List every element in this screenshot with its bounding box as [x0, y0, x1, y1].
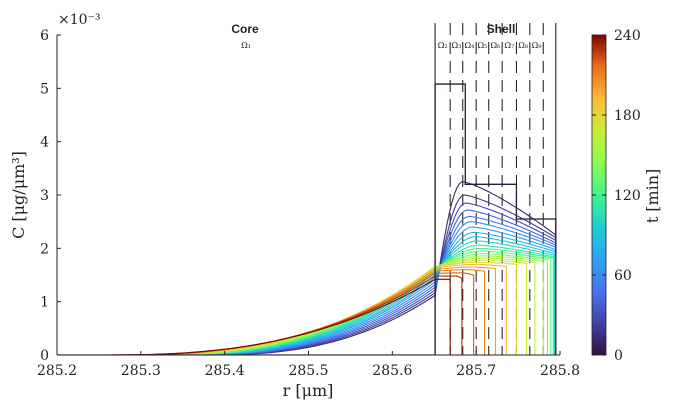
- shell-subdomain-label: Ω₄: [465, 41, 475, 50]
- x-axis-ticks: 285.2 285.3 285.4 285.5 285.6 285.7 285.8: [37, 351, 580, 379]
- concentration-curve: [57, 226, 556, 355]
- concentration-curve: [57, 215, 557, 355]
- initial-profile-curve: [434, 83, 557, 355]
- concentration-curve: [57, 278, 451, 355]
- shell-subdomain-label: Ω₅: [478, 41, 488, 50]
- x-tick-label: 285.4: [205, 363, 245, 379]
- x-tick-label: 285.5: [288, 363, 328, 379]
- concentration-curve: [57, 181, 557, 355]
- x-tick-label: 285.7: [456, 363, 496, 379]
- shell-label: Shell: [487, 22, 516, 36]
- initial-profile-line: [57, 83, 557, 355]
- colorbar-tick-label: 0: [614, 348, 623, 364]
- core-label: Core: [231, 22, 259, 36]
- colorbar: 0 60 120 180 240 t [min]: [591, 28, 662, 364]
- x-tick-label: 285.6: [372, 363, 412, 379]
- colorbar-tick-label: 240: [614, 28, 641, 44]
- concentration-curve: [57, 240, 555, 355]
- concentration-curve: [57, 202, 557, 355]
- concentration-curve: [57, 231, 556, 355]
- shell-subdomain-labels: Ω₂ Ω₃ Ω₄ Ω₅ Ω₆ Ω₇ Ω₈ Ω₉: [438, 41, 543, 50]
- concentration-curves: [57, 181, 557, 355]
- shell-subdomain-label: Ω₈: [518, 41, 528, 50]
- shell-subdomain-label: Ω₉: [532, 41, 543, 50]
- colorbar-tick-label: 180: [614, 108, 641, 124]
- shell-subdomain-label: Ω₃: [452, 41, 462, 50]
- y-axis-label: C [μg/μm³]: [9, 151, 28, 239]
- x-tick-label: 285.2: [37, 363, 77, 379]
- concentration-curve: [57, 236, 556, 355]
- y-tick-label: 5: [40, 81, 49, 97]
- y-tick-label: 1: [40, 295, 49, 311]
- colorbar-tick-label: 60: [614, 268, 632, 284]
- concentration-curve: [57, 209, 557, 355]
- colorbar-label: t [min]: [643, 169, 662, 224]
- y-tick-label: 3: [40, 188, 49, 204]
- concentration-curve: [57, 244, 555, 355]
- colorbar-tick-label: 120: [614, 188, 641, 204]
- x-tick-label: 285.8: [540, 363, 580, 379]
- y-axis-ticks: 0 1 2 3 4 5 6: [40, 28, 61, 364]
- shell-subdomain-label: Ω₇: [504, 41, 514, 50]
- x-axis-label: r [μm]: [283, 381, 334, 400]
- y-tick-label: 6: [40, 28, 49, 44]
- core-subdomain-label: Ω₁: [241, 41, 251, 50]
- concentration-curve: [57, 194, 557, 355]
- colorbar-ticks: 0 60 120 180 240: [592, 28, 641, 364]
- x-tick-label: 285.3: [121, 363, 161, 379]
- y-tick-label: 2: [40, 241, 49, 257]
- shell-subdomain-label: Ω₂: [438, 41, 448, 50]
- concentration-curve: [57, 221, 557, 355]
- shell-subdomain-label: Ω₆: [491, 41, 501, 50]
- y-tick-label: 4: [40, 135, 49, 151]
- y-exponent-label: ×10⁻³: [58, 12, 101, 28]
- y-tick-label: 0: [40, 348, 49, 364]
